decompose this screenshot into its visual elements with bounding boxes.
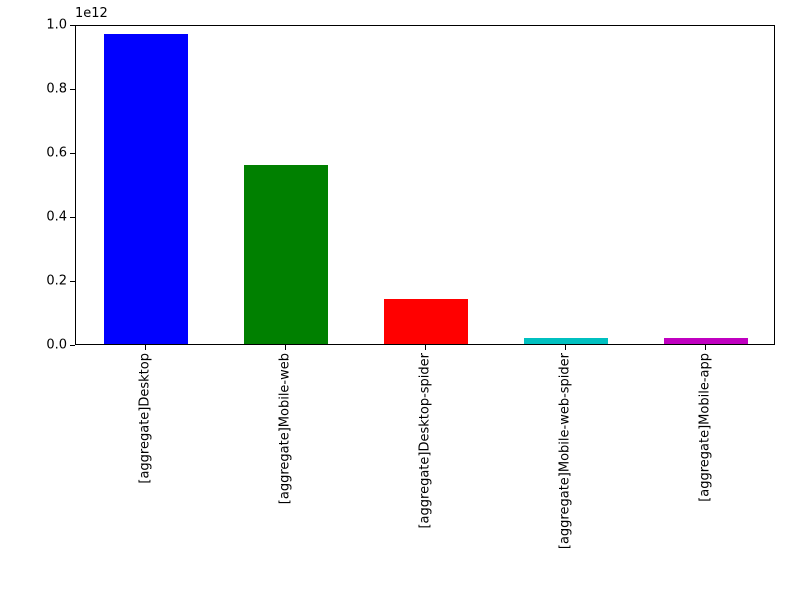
bar <box>244 165 328 344</box>
x-tick-label: [aggregate]Desktop <box>138 345 153 484</box>
figure: 1e12 0.0 0.2 0.4 0.6 0.8 1.0 [aggregate]Deskto… <box>0 0 800 600</box>
y-tick-label: 0.8 <box>46 82 75 97</box>
bar <box>104 34 188 344</box>
plot-area <box>75 25 775 345</box>
y-tick-label: 0.4 <box>46 210 75 225</box>
bar <box>664 338 748 344</box>
bar-chart-axes: 1e12 0.00.20.40.60.81.0[aggregate]Deskto… <box>75 25 775 345</box>
y-tick-label: 0.0 <box>46 338 75 353</box>
x-tick-label: [aggregate]Mobile-app <box>698 345 713 502</box>
x-tick-label: [aggregate]Desktop-spider <box>418 345 433 529</box>
y-tick-label: 0.2 <box>46 274 75 289</box>
bar <box>384 299 468 344</box>
bar <box>524 338 608 344</box>
y-tick-label: 1.0 <box>46 18 75 33</box>
x-tick-label: [aggregate]Mobile-web <box>278 345 293 504</box>
x-tick-label: [aggregate]Mobile-web-spider <box>558 345 573 549</box>
y-axis-offset-text: 1e12 <box>75 6 108 21</box>
y-tick-label: 0.6 <box>46 146 75 161</box>
